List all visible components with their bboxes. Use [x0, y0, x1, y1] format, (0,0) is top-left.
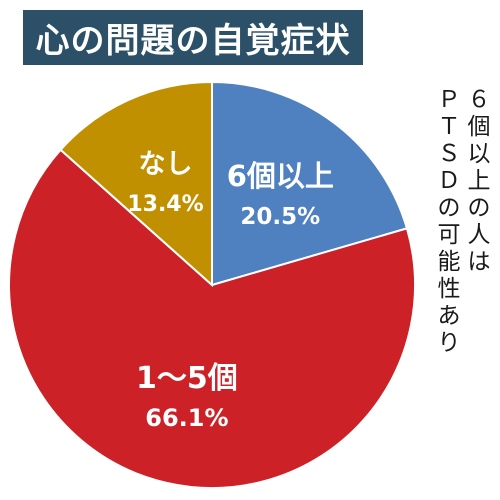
side-note-char: 上 [467, 168, 491, 194]
side-note-char: Ｓ [437, 141, 461, 167]
pie-slice-3 [59, 80, 213, 288]
slice-category-label: 6個以上 [227, 159, 334, 193]
pie-slice-1 [211, 80, 409, 287]
side-note-char: Ｄ [437, 168, 461, 194]
slice-value-label: 66.1% [145, 404, 228, 432]
slice-value-label: 13.4% [127, 192, 203, 217]
slice-value-label: 20.5% [240, 204, 320, 230]
side-note-char: 人 [467, 222, 491, 248]
pie-slices [8, 80, 416, 489]
side-note-char: 個 [467, 114, 491, 140]
chart-title: 心の問題の自覚症状 [35, 21, 351, 61]
side-note-char: あ [437, 303, 461, 329]
side-note-char: Ｔ [437, 114, 461, 140]
side-note-char: の [467, 195, 491, 221]
slice-category-label: 1～5個 [136, 361, 238, 396]
side-note-char: 性 [437, 276, 461, 302]
side-note-char: 以 [467, 141, 491, 167]
pie-labels: 6個以上 20.5% 1～5個 66.1% なし 13.4% [127, 149, 334, 432]
side-note-char: り [437, 330, 461, 356]
slice-category-label: なし [139, 149, 193, 180]
side-note-char: は [467, 249, 491, 275]
side-note-char: の [437, 195, 461, 221]
side-note-char: ６ [467, 87, 491, 113]
side-note-char: Ｐ [437, 87, 461, 113]
pie-slice-2 [8, 148, 416, 489]
chart-title-banner: 心の問題の自覚症状 [23, 10, 363, 65]
side-note-char: 可 [437, 222, 461, 248]
side-note-char: 能 [437, 249, 461, 275]
